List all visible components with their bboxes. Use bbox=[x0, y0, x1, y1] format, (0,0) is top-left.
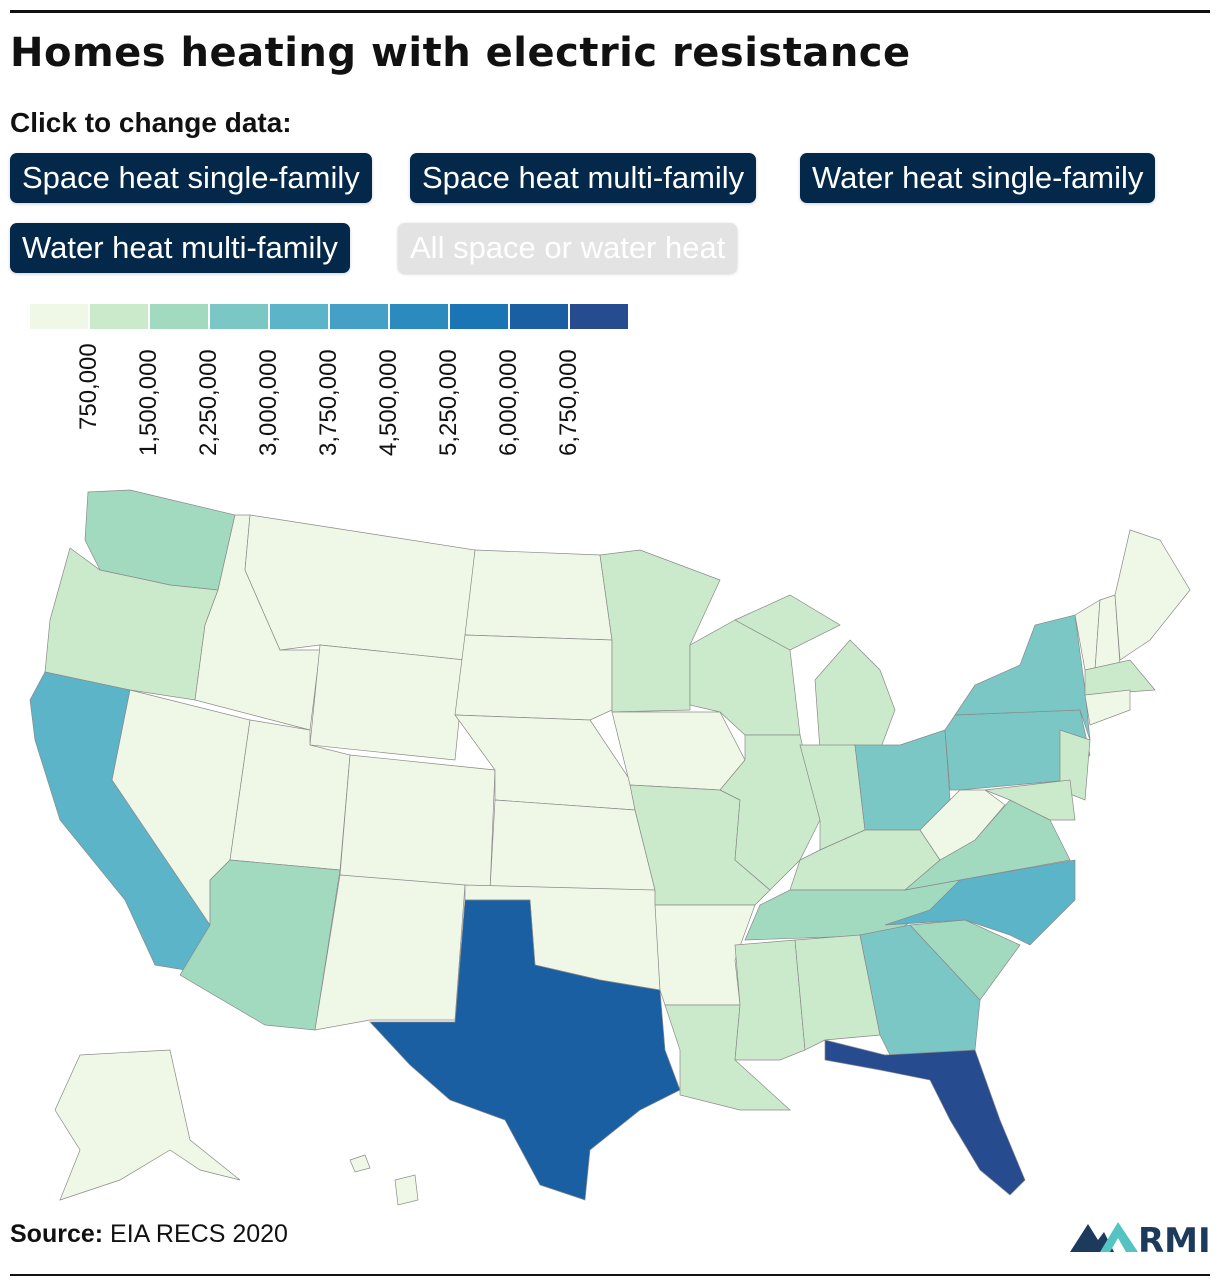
legend-swatch bbox=[570, 304, 628, 329]
state-mi[interactable] bbox=[734, 594, 841, 651]
legend-swatch bbox=[450, 304, 508, 329]
state-hi[interactable] bbox=[349, 1154, 371, 1173]
source-note: Source: EIA RECS 2020 bbox=[10, 1220, 288, 1249]
chart-title: Homes heating with electric resistance bbox=[10, 30, 911, 76]
button-water-heat-single-family[interactable]: Water heat single-family bbox=[800, 153, 1156, 203]
legend-swatch bbox=[510, 304, 568, 329]
source-text: EIA RECS 2020 bbox=[110, 1220, 288, 1248]
button-water-heat-multi-family[interactable]: Water heat multi-family bbox=[10, 223, 350, 273]
state-az[interactable] bbox=[179, 859, 341, 1031]
state-mt[interactable] bbox=[244, 514, 476, 661]
state-tx[interactable] bbox=[369, 899, 681, 1201]
top-rule bbox=[10, 10, 1210, 13]
bottom-rule bbox=[10, 1274, 1210, 1276]
rmi-logo: RMI bbox=[1070, 1221, 1211, 1257]
state-md[interactable] bbox=[984, 779, 1076, 821]
legend-swatch bbox=[150, 304, 208, 329]
state-co[interactable] bbox=[339, 754, 496, 891]
state-nm[interactable] bbox=[314, 874, 466, 1031]
state-wv[interactable] bbox=[919, 789, 1006, 861]
state-al[interactable] bbox=[794, 934, 881, 1051]
legend-swatch bbox=[90, 304, 148, 329]
state-sc[interactable] bbox=[909, 919, 1021, 1001]
state-ma[interactable] bbox=[1084, 659, 1156, 696]
state-ms[interactable] bbox=[734, 939, 806, 1061]
button-all-space-or-water-heat[interactable]: All space or water heat bbox=[398, 223, 738, 273]
legend-swatch bbox=[30, 304, 88, 329]
legend-swatch bbox=[390, 304, 448, 329]
state-ia[interactable] bbox=[611, 711, 746, 791]
state-nd[interactable] bbox=[464, 549, 613, 641]
legend-swatch bbox=[210, 304, 268, 329]
state-sd[interactable] bbox=[454, 634, 613, 721]
state-hi[interactable] bbox=[394, 1174, 419, 1206]
button-space-heat-multi-family[interactable]: Space heat multi-family bbox=[410, 153, 757, 203]
button-space-heat-single-family[interactable]: Space heat single-family bbox=[10, 153, 372, 203]
legend-swatch bbox=[270, 304, 328, 329]
legend-swatch bbox=[330, 304, 388, 329]
state-ct[interactable] bbox=[1084, 689, 1131, 726]
state-ks[interactable] bbox=[489, 799, 656, 891]
state-me[interactable] bbox=[1114, 529, 1191, 661]
controls-prompt: Click to change data: bbox=[10, 107, 292, 138]
svg-text:RMI: RMI bbox=[1138, 1221, 1211, 1257]
state-mi[interactable] bbox=[814, 639, 896, 751]
state-fl[interactable] bbox=[824, 1039, 1026, 1196]
source-label: Source: bbox=[10, 1220, 104, 1248]
state-ak[interactable] bbox=[54, 1049, 241, 1201]
state-nc[interactable] bbox=[884, 859, 1076, 946]
state-wy[interactable] bbox=[309, 644, 466, 761]
